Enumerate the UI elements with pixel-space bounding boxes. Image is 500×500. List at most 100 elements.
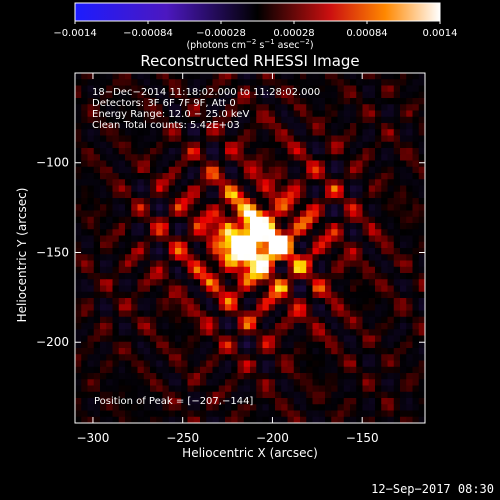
heatmap-cell	[156, 216, 163, 224]
heatmap-cell	[187, 129, 195, 136]
heatmap-cell	[362, 310, 370, 318]
heatmap-cell	[337, 266, 345, 274]
heatmap-cell	[218, 223, 226, 230]
heatmap-cell	[362, 216, 370, 224]
heatmap-cell	[187, 254, 195, 261]
heatmap-cell	[306, 398, 313, 405]
colorbar-tick-label: −0.00084	[123, 28, 173, 39]
heatmap-cell	[118, 254, 126, 261]
heatmap-cell	[137, 360, 145, 368]
heatmap-cell	[325, 373, 332, 380]
heatmap-cell	[368, 285, 376, 293]
heatmap-cell	[250, 191, 257, 199]
heatmap-cell	[87, 123, 95, 130]
heatmap-cell	[225, 241, 232, 249]
heatmap-cell	[418, 166, 425, 174]
heatmap-cell	[350, 154, 357, 161]
heatmap-cell	[356, 410, 363, 418]
heatmap-cell	[318, 266, 326, 274]
heatmap-cell	[418, 98, 425, 105]
heatmap-cell	[412, 185, 420, 193]
heatmap-cell	[206, 366, 213, 374]
heatmap-cell	[206, 129, 213, 136]
heatmap-cell	[100, 335, 107, 343]
heatmap-cell	[306, 379, 313, 386]
heatmap-cell	[412, 298, 420, 305]
heatmap-cell	[118, 260, 126, 268]
heatmap-cell	[275, 266, 282, 274]
heatmap-cell	[325, 191, 332, 199]
heatmap-cell	[406, 373, 413, 380]
heatmap-cell	[206, 154, 213, 161]
heatmap-cell	[368, 191, 376, 199]
heatmap-cell	[256, 329, 263, 336]
heatmap-cell	[350, 216, 357, 224]
heatmap-cell	[262, 135, 270, 143]
heatmap-cell	[418, 291, 425, 299]
heatmap-cell	[162, 260, 170, 268]
heatmap-cell	[218, 91, 226, 99]
heatmap-cell	[106, 235, 113, 243]
heatmap-cell	[406, 260, 413, 268]
heatmap-cell	[206, 316, 213, 324]
heatmap-cell	[131, 73, 138, 80]
heatmap-cell	[400, 210, 407, 218]
heatmap-cell	[362, 323, 370, 330]
heatmap-cell	[250, 391, 257, 399]
heatmap-cell	[181, 410, 188, 418]
heatmap-cell	[175, 123, 182, 130]
heatmap-cell	[412, 323, 420, 330]
heatmap-cell	[293, 85, 301, 93]
heatmap-cell	[400, 335, 407, 343]
heatmap-cell	[100, 291, 107, 299]
heatmap-cell	[312, 185, 320, 193]
heatmap-cell	[318, 123, 326, 130]
heatmap-cell	[331, 73, 338, 80]
heatmap-cell	[250, 266, 257, 274]
heatmap-cell	[100, 123, 107, 130]
heatmap-cell	[168, 129, 176, 136]
heatmap-cell	[381, 98, 388, 105]
heatmap-cell	[331, 173, 338, 180]
heatmap-cell	[312, 335, 320, 343]
heatmap-cell	[293, 391, 301, 399]
heatmap-cell	[231, 173, 238, 180]
heatmap-cell	[381, 410, 388, 418]
heatmap-cell	[350, 179, 357, 186]
heatmap-cell	[181, 279, 188, 286]
heatmap-cell	[275, 254, 282, 261]
heatmap-cell	[356, 116, 363, 124]
heatmap-cell	[368, 329, 376, 336]
heatmap-cell	[312, 135, 320, 143]
heatmap-cell	[93, 273, 101, 280]
heatmap-cell	[81, 210, 88, 218]
heatmap-cell	[106, 110, 113, 118]
heatmap-cell	[412, 79, 420, 86]
heatmap-cell	[300, 141, 307, 149]
heatmap-cell	[143, 116, 151, 124]
heatmap-cell	[125, 254, 132, 261]
heatmap-cell	[281, 160, 288, 168]
heatmap-cell	[312, 298, 320, 305]
heatmap-cell	[293, 104, 301, 111]
heatmap-cell	[100, 110, 107, 118]
heatmap-cell	[118, 298, 126, 305]
heatmap-cell	[387, 223, 395, 230]
heatmap-cell	[118, 366, 126, 374]
heatmap-cell	[143, 104, 151, 111]
heatmap-cell	[231, 410, 238, 418]
heatmap-cell	[181, 248, 188, 255]
heatmap-cell	[331, 385, 338, 393]
heatmap-cell	[150, 135, 157, 143]
heatmap-cell	[387, 229, 395, 236]
heatmap-cell	[193, 298, 201, 305]
heatmap-cell	[75, 373, 82, 380]
heatmap-cell	[131, 254, 138, 261]
heatmap-cell	[150, 210, 157, 218]
heatmap-cell	[137, 341, 145, 349]
heatmap-cell	[131, 279, 138, 286]
heatmap-cell	[162, 404, 170, 411]
heatmap-cell	[143, 135, 151, 143]
heatmap-cell	[312, 373, 320, 380]
heatmap-cell	[225, 391, 232, 399]
